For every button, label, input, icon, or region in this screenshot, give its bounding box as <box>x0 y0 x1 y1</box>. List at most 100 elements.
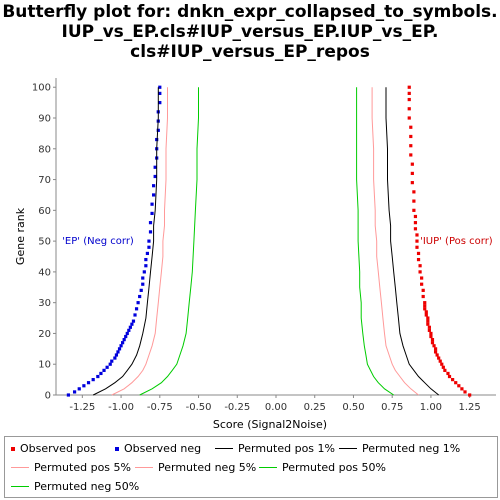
point-observed-neg <box>158 91 162 95</box>
point-observed-pos <box>410 162 414 166</box>
point-observed-pos <box>415 245 419 249</box>
point-observed-pos <box>421 294 425 299</box>
y-tick-label: 50 <box>38 237 51 248</box>
point-observed-pos <box>424 313 428 317</box>
chart-title-line-3: cls#IUP_versus_EP_repos <box>130 42 370 62</box>
chart-title: Butterfly plot for: dnkn_expr_collapsed_… <box>0 2 500 62</box>
point-observed-pos <box>454 381 458 385</box>
legend-marker-permuted-neg-1 <box>339 448 357 449</box>
series-line-permuted-neg-1 <box>92 87 159 396</box>
point-observed-neg <box>113 356 117 360</box>
x-tick-label: -1.25 <box>69 402 95 413</box>
point-observed-pos <box>412 190 416 194</box>
point-observed-pos <box>409 125 413 129</box>
point-observed-pos <box>420 282 424 286</box>
y-tick-label: 40 <box>38 267 51 278</box>
point-observed-neg <box>91 378 95 382</box>
point-observed-neg <box>148 230 153 234</box>
point-observed-pos <box>412 208 416 212</box>
y-tick-label: 100 <box>32 83 51 94</box>
point-observed-pos <box>427 325 431 329</box>
legend-label-permuted-pos-50: Permuted pos 50% <box>282 461 386 474</box>
chart-title-line-1: Butterfly plot for: dnkn_expr_collapsed_… <box>2 2 498 22</box>
point-observed-pos <box>409 144 413 148</box>
point-observed-pos <box>418 264 422 268</box>
y-tick-label: 80 <box>38 144 51 155</box>
point-observed-neg <box>153 174 157 179</box>
point-observed-neg <box>102 368 106 372</box>
point-observed-pos <box>447 374 452 379</box>
point-observed-pos <box>443 368 447 372</box>
x-tick-label: -0.25 <box>224 402 250 413</box>
y-tick-label: 30 <box>38 298 51 309</box>
series-layer <box>66 85 472 397</box>
legend-item-permuted-pos-1: Permuted pos 1% <box>215 442 335 455</box>
point-observed-pos <box>423 304 427 308</box>
point-observed-pos <box>409 134 413 139</box>
point-observed-neg <box>142 270 146 274</box>
x-tick-label: -0.75 <box>147 402 173 413</box>
point-observed-pos <box>407 107 411 111</box>
point-observed-neg <box>108 362 112 366</box>
legend-item-permuted-pos-5: Permuted pos 5% <box>11 461 131 474</box>
x-tick-label: 0.25 <box>304 402 326 413</box>
series-line-permuted-neg-50 <box>139 87 199 396</box>
point-observed-pos <box>413 214 418 219</box>
point-observed-pos <box>410 181 414 185</box>
legend-marker-permuted-pos-50 <box>259 467 277 468</box>
point-observed-pos <box>415 239 419 243</box>
legend-item-permuted-neg-5: Permuted neg 5% <box>135 461 256 474</box>
point-observed-neg <box>124 334 128 339</box>
point-observed-pos <box>409 153 413 157</box>
point-observed-neg <box>86 381 91 385</box>
point-observed-pos <box>440 362 444 366</box>
grid-layer <box>56 78 496 395</box>
point-observed-neg <box>136 301 140 305</box>
legend-label-permuted-pos-5: Permuted pos 5% <box>34 461 131 474</box>
point-observed-pos <box>407 97 411 102</box>
point-observed-neg <box>158 101 162 105</box>
point-observed-pos <box>432 344 436 348</box>
legend-item-permuted-neg-50: Permuted neg 50% <box>11 480 139 493</box>
point-observed-pos <box>430 341 435 345</box>
point-observed-neg <box>147 245 151 249</box>
point-observed-pos <box>412 199 416 203</box>
point-observed-neg <box>152 184 156 188</box>
point-observed-pos <box>430 338 435 342</box>
y-tick-label: 90 <box>38 114 51 125</box>
point-observed-neg <box>72 390 77 394</box>
legend-item-observed-pos: Observed pos <box>11 442 96 455</box>
legend-marker-permuted-pos-5 <box>11 467 29 468</box>
point-observed-neg <box>105 365 109 369</box>
x-axis-label: Score (Signal2Noise) <box>213 418 327 431</box>
point-observed-neg <box>141 276 145 280</box>
point-observed-neg <box>125 331 129 336</box>
point-observed-neg <box>119 344 123 348</box>
point-observed-pos <box>423 307 427 311</box>
point-observed-neg <box>130 322 134 326</box>
point-observed-pos <box>413 227 418 231</box>
point-observed-pos <box>457 384 461 388</box>
point-observed-pos <box>410 171 414 176</box>
point-observed-neg <box>117 347 122 351</box>
x-tick-label: 1.00 <box>420 402 442 413</box>
point-observed-pos <box>416 251 421 256</box>
point-observed-pos <box>463 390 467 394</box>
point-observed-neg <box>82 384 86 388</box>
point-observed-pos <box>424 310 428 314</box>
point-observed-pos <box>429 331 433 336</box>
point-observed-neg <box>139 288 143 292</box>
annotation-pos-corr: 'IUP' (Pos corr) <box>420 236 493 247</box>
point-observed-neg <box>144 257 148 262</box>
legend-label-permuted-neg-50: Permuted neg 50% <box>34 480 140 493</box>
point-observed-neg <box>121 341 125 345</box>
point-observed-neg <box>144 264 148 268</box>
point-observed-pos <box>433 350 438 354</box>
point-observed-neg <box>141 282 145 286</box>
point-observed-neg <box>114 353 119 357</box>
point-observed-pos <box>407 85 411 89</box>
legend-label-observed-pos: Observed pos <box>20 442 96 455</box>
plot-area <box>56 78 496 395</box>
legend-item-observed-neg: Observed neg <box>115 442 201 455</box>
